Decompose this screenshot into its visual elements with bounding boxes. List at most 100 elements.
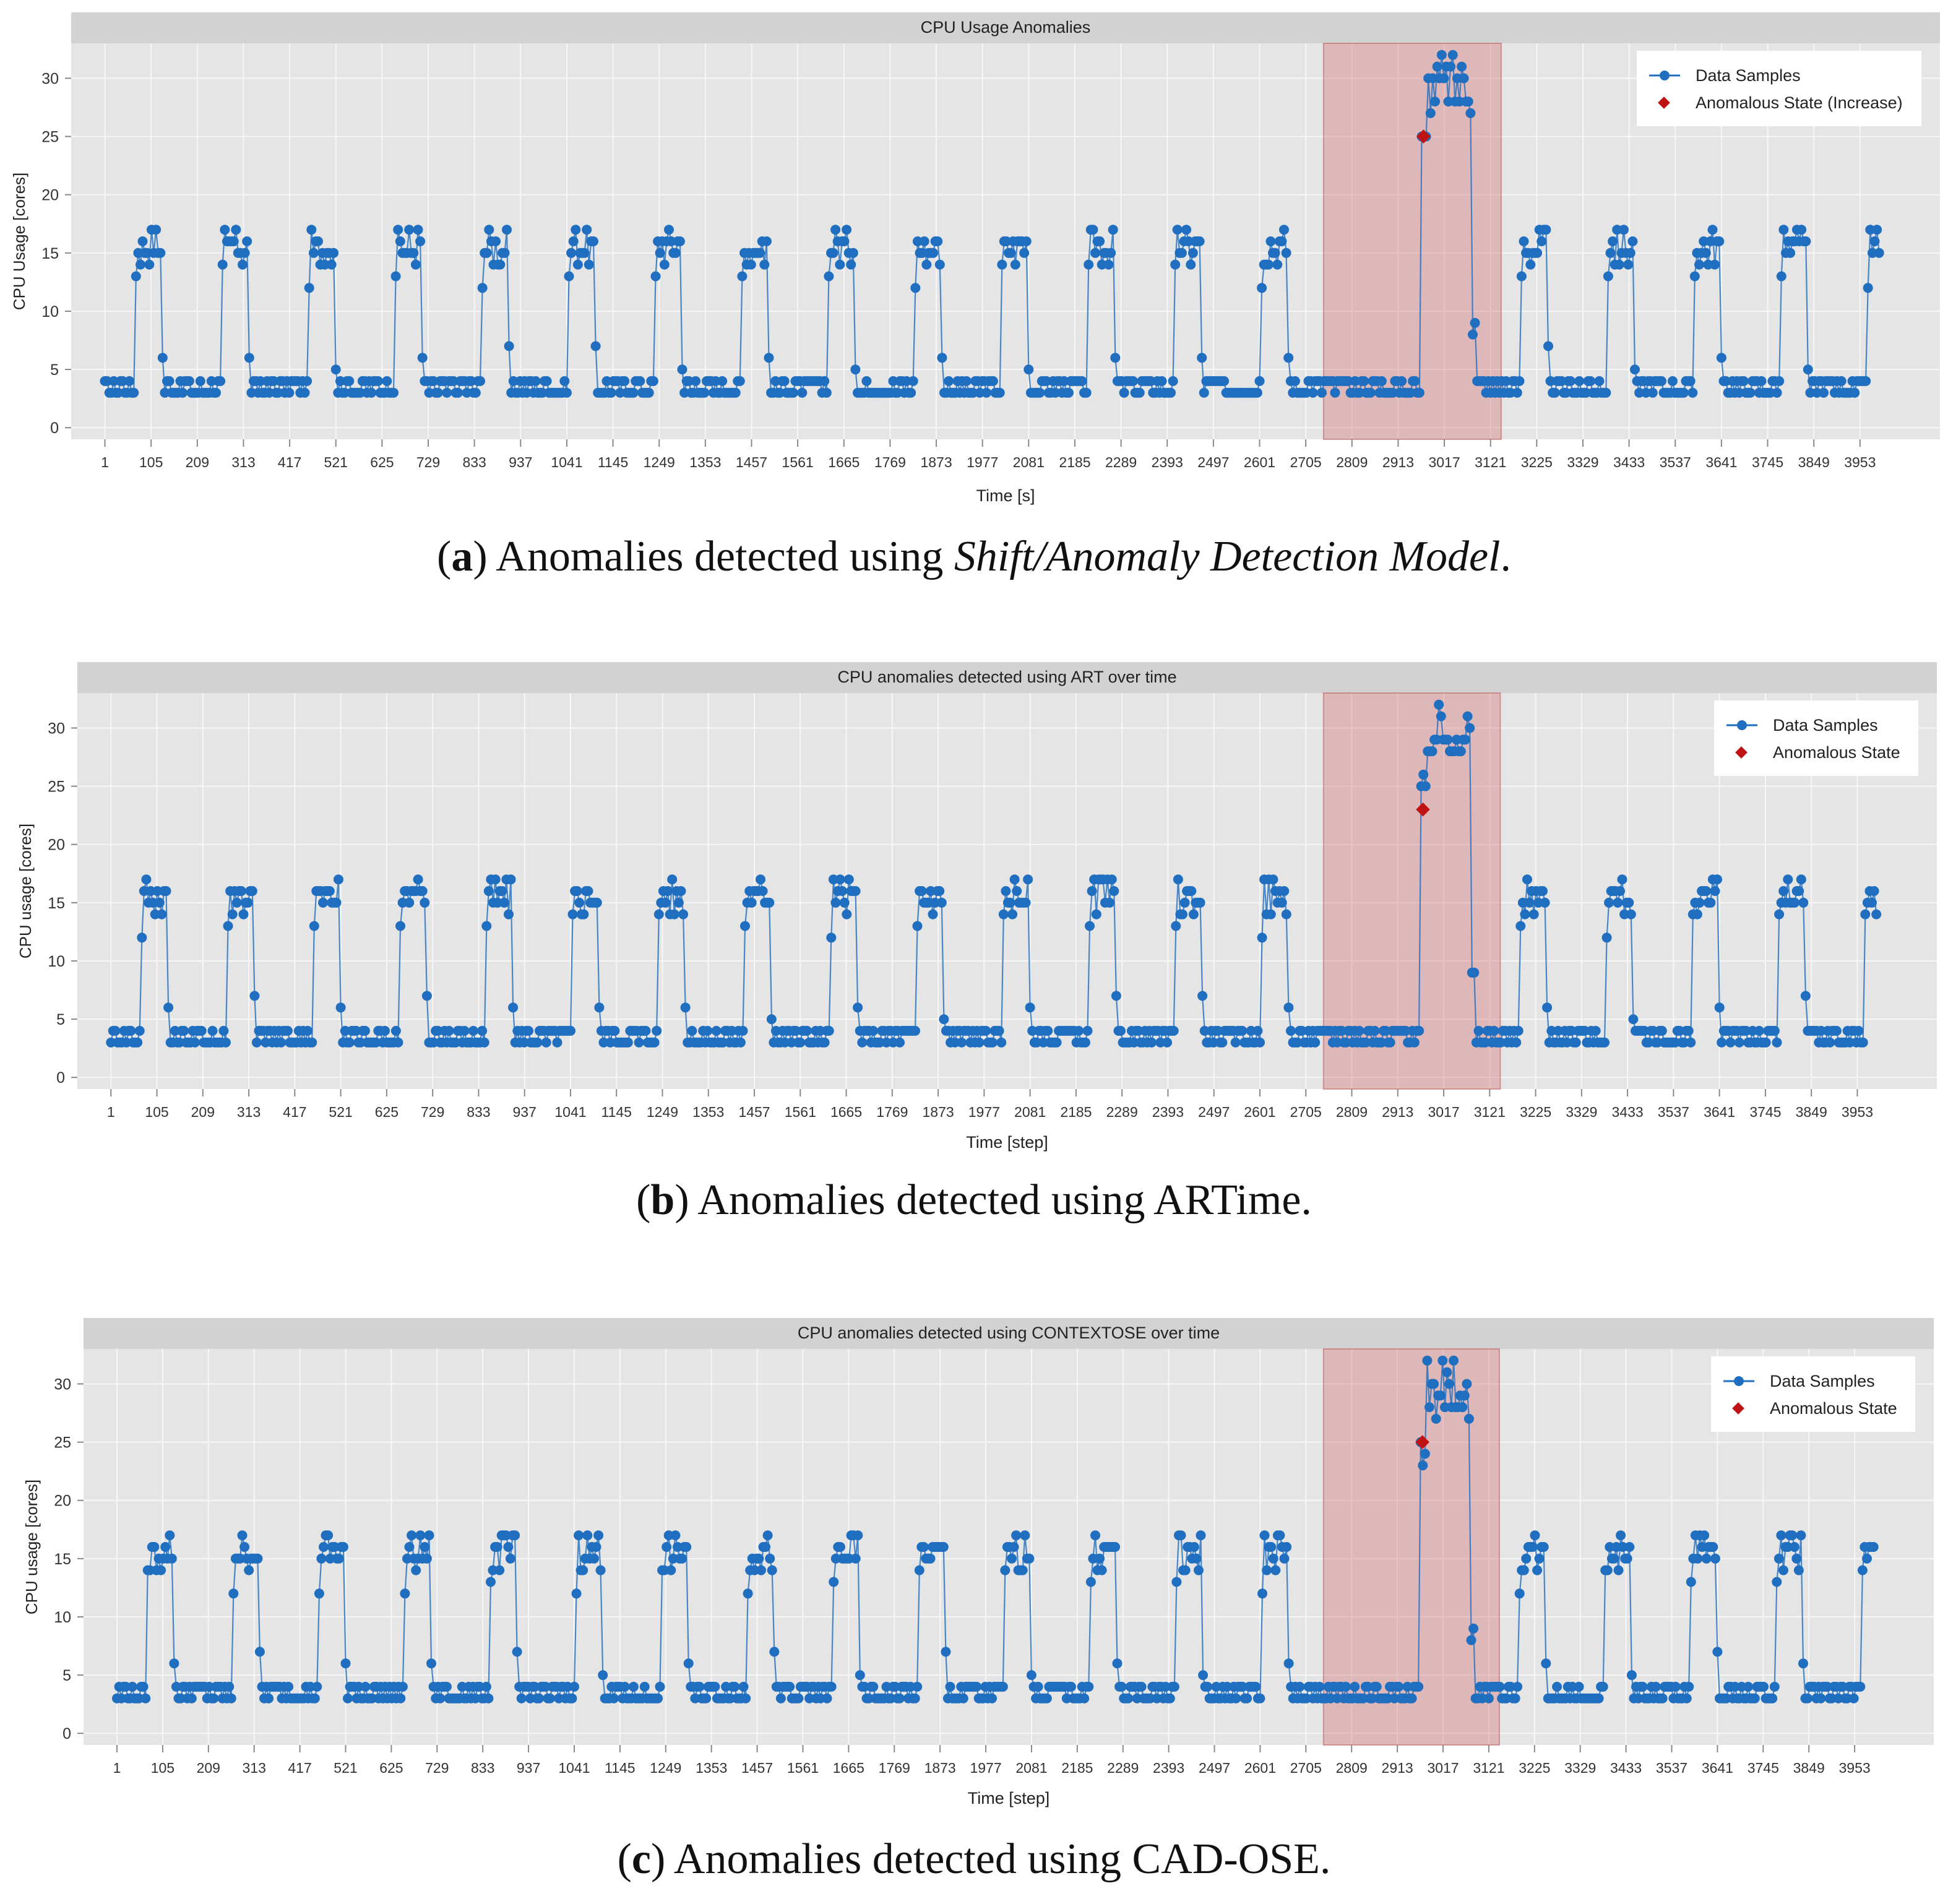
data-point bbox=[567, 1693, 577, 1704]
data-point bbox=[1439, 73, 1449, 84]
data-point bbox=[1678, 387, 1689, 398]
data-point bbox=[1281, 909, 1291, 920]
data-point bbox=[1257, 283, 1267, 293]
data-point bbox=[762, 1530, 773, 1541]
data-point bbox=[309, 921, 319, 931]
data-point bbox=[1199, 387, 1209, 398]
data-point bbox=[1769, 1681, 1780, 1692]
x-tick-label: 3225 bbox=[1519, 1760, 1550, 1776]
data-point bbox=[1712, 1647, 1723, 1657]
data-point bbox=[1534, 1553, 1545, 1564]
data-point bbox=[735, 1037, 746, 1048]
x-axis-label: Time [step] bbox=[966, 1133, 1048, 1152]
data-point bbox=[1041, 1693, 1052, 1704]
data-point bbox=[1511, 1037, 1522, 1048]
data-point bbox=[190, 1037, 200, 1048]
data-point bbox=[492, 1542, 502, 1552]
data-point bbox=[1872, 225, 1882, 235]
data-point bbox=[218, 1025, 229, 1036]
data-point bbox=[435, 1693, 446, 1704]
data-point bbox=[910, 1693, 920, 1704]
data-point bbox=[1455, 746, 1466, 757]
y-tick-label: 5 bbox=[50, 361, 59, 379]
data-point bbox=[504, 341, 514, 351]
data-point bbox=[853, 1002, 863, 1013]
data-point bbox=[1650, 1681, 1661, 1692]
data-point bbox=[1525, 259, 1536, 270]
data-point bbox=[1196, 1530, 1206, 1541]
data-point bbox=[1442, 734, 1453, 745]
data-point bbox=[413, 874, 423, 885]
data-point bbox=[373, 376, 383, 386]
x-tick-label: 2913 bbox=[1382, 1104, 1413, 1120]
data-point bbox=[1270, 1565, 1281, 1575]
data-point bbox=[1514, 376, 1525, 386]
data-point bbox=[334, 874, 343, 885]
x-tick-label: 1041 bbox=[554, 1104, 586, 1120]
data-point bbox=[1532, 248, 1543, 258]
data-point bbox=[1470, 317, 1480, 328]
data-point bbox=[1512, 387, 1522, 398]
data-point bbox=[701, 1693, 712, 1704]
data-point bbox=[730, 1681, 740, 1692]
data-point bbox=[424, 1530, 434, 1541]
data-point bbox=[670, 1530, 681, 1541]
data-point bbox=[1051, 1037, 1062, 1048]
data-point bbox=[1700, 248, 1711, 258]
legend-box bbox=[1711, 1356, 1915, 1432]
data-point bbox=[1079, 1693, 1090, 1704]
data-point bbox=[659, 259, 670, 270]
data-point bbox=[157, 353, 168, 363]
data-point bbox=[568, 236, 579, 246]
data-point bbox=[441, 1681, 452, 1692]
data-point bbox=[767, 1565, 777, 1575]
data-point bbox=[1251, 1681, 1261, 1692]
data-point bbox=[228, 1588, 239, 1599]
x-tick-label: 2289 bbox=[1105, 454, 1137, 470]
data-point bbox=[1186, 259, 1196, 270]
x-tick-label: 1977 bbox=[968, 1104, 1000, 1120]
data-point bbox=[1600, 1037, 1610, 1048]
data-point bbox=[196, 1025, 207, 1036]
data-point bbox=[227, 909, 238, 920]
data-point bbox=[338, 1542, 348, 1552]
data-point bbox=[1414, 1025, 1424, 1036]
data-point bbox=[1801, 236, 1811, 246]
data-point bbox=[1803, 1693, 1813, 1704]
y-tick-label: 20 bbox=[48, 837, 65, 854]
y-tick-label: 15 bbox=[41, 245, 59, 262]
data-point bbox=[1869, 886, 1879, 896]
data-points bbox=[112, 1355, 1879, 1704]
x-tick-label: 2601 bbox=[1244, 1104, 1275, 1120]
data-point bbox=[1754, 1025, 1764, 1036]
data-point bbox=[380, 1025, 390, 1036]
data-point bbox=[404, 897, 415, 908]
data-point bbox=[421, 1553, 432, 1564]
data-point bbox=[154, 897, 165, 908]
data-point bbox=[595, 1565, 606, 1575]
data-points bbox=[100, 50, 1884, 398]
data-point bbox=[1513, 1025, 1523, 1036]
data-point bbox=[1738, 376, 1749, 386]
data-point bbox=[239, 248, 250, 258]
data-point bbox=[998, 1681, 1008, 1692]
data-point bbox=[470, 387, 481, 398]
chart-c: CPU anomalies detected using CONTEXTOSE … bbox=[22, 1318, 1934, 1807]
data-point bbox=[1116, 1025, 1126, 1036]
x-tick-label: 1873 bbox=[920, 454, 952, 470]
data-point bbox=[910, 1025, 920, 1036]
data-point bbox=[1521, 1553, 1532, 1564]
legend-box bbox=[1637, 51, 1921, 126]
data-point bbox=[766, 1014, 777, 1025]
data-point bbox=[839, 897, 850, 908]
data-point bbox=[1371, 1681, 1382, 1692]
data-point bbox=[1530, 1530, 1540, 1541]
x-tick-label: 3017 bbox=[1428, 1104, 1459, 1120]
x-tick-label: 1665 bbox=[830, 1104, 862, 1120]
data-point bbox=[1431, 1413, 1441, 1424]
y-tick-label: 30 bbox=[48, 720, 65, 737]
caption-end: . bbox=[1500, 533, 1511, 580]
x-tick-label: 105 bbox=[139, 454, 163, 470]
data-point bbox=[1195, 897, 1205, 908]
x-tick-label: 1145 bbox=[605, 1760, 635, 1776]
